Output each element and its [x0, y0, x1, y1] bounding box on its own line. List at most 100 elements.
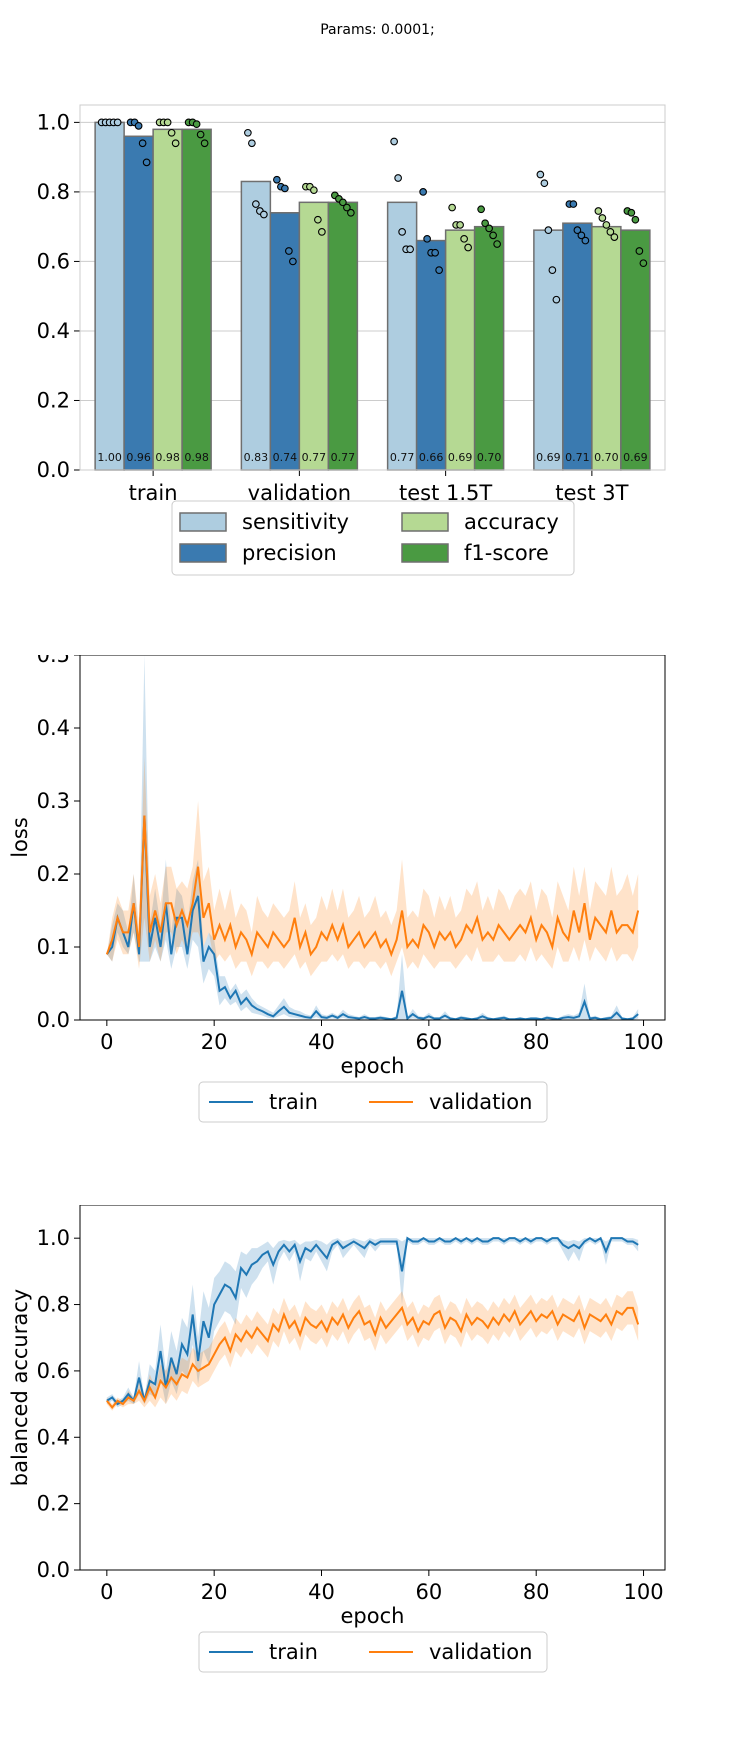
data-point — [581, 236, 590, 245]
plot-area — [106, 1236, 640, 1411]
data-point — [347, 208, 355, 217]
confidence-band-validation — [106, 757, 639, 977]
legend-label-precision: precision — [242, 541, 337, 565]
x-tick-label: 80 — [523, 1030, 550, 1054]
data-point — [281, 184, 289, 193]
data-point — [631, 215, 640, 224]
data-point — [394, 174, 402, 182]
data-point — [163, 118, 172, 127]
data-point — [406, 245, 414, 254]
bar-f1-score-test-3t — [620, 229, 651, 471]
data-point — [577, 231, 586, 240]
data-point — [481, 219, 489, 228]
y-tick-label: 0.4 — [37, 319, 70, 343]
bar-accuracy-test-1-5t — [444, 229, 476, 471]
x-tick-label: 60 — [415, 1030, 442, 1054]
data-point — [598, 214, 607, 222]
y-axis-label: loss — [8, 817, 32, 858]
y-tick-label: 1.0 — [37, 1226, 70, 1250]
bar-value-label: 0.69 — [536, 451, 561, 464]
y-tick-label: 0.2 — [37, 1492, 70, 1516]
data-point — [343, 203, 351, 212]
plot-frame — [79, 104, 666, 471]
data-point — [602, 221, 611, 229]
y-tick-label: 0.6 — [37, 1359, 70, 1383]
bar-accuracy-validation — [298, 201, 330, 471]
data-point — [456, 221, 464, 229]
data-point — [134, 122, 143, 130]
data-point — [544, 226, 553, 234]
data-point — [540, 179, 549, 188]
data-point — [285, 247, 293, 255]
legend-swatch-sensitivity — [179, 512, 227, 532]
bar-accuracy-test-3t — [591, 225, 622, 471]
data-point — [196, 130, 205, 139]
x-tick-label: 80 — [523, 1580, 550, 1604]
y-tick-label: 0.3 — [37, 789, 70, 813]
x-tick-label: 20 — [201, 1580, 228, 1604]
data-point — [431, 248, 439, 257]
bar-value-label: 0.77 — [302, 451, 327, 464]
bar-accuracy-train — [152, 128, 183, 471]
bar-value-label: 0.71 — [565, 451, 590, 464]
y-tick-label: 0.4 — [37, 1425, 70, 1449]
x-tick-label: 0 — [100, 1580, 113, 1604]
data-point — [244, 128, 252, 137]
legend-label-train: train — [269, 1640, 318, 1664]
data-point — [398, 228, 406, 236]
bar-value-label: 0.98 — [184, 451, 209, 464]
bar-f1-score-train — [181, 128, 212, 471]
bar-value-label: 0.69 — [448, 451, 473, 464]
y-tick-label: 0.4 — [37, 716, 70, 740]
data-point — [493, 240, 501, 248]
data-point — [248, 139, 256, 148]
data-point — [594, 207, 603, 215]
bar-sensitivity-test-3t — [533, 229, 564, 471]
bar-value-label: 0.77 — [331, 451, 356, 464]
legend-swatch-f1-score — [401, 543, 449, 563]
data-point — [200, 139, 209, 148]
x-tick-label: 100 — [623, 1030, 663, 1054]
data-point — [460, 234, 468, 243]
x-tick-label: 40 — [308, 1580, 335, 1604]
balanced-accuracy-line-chart: 0.0 0.2 0.4 0.6 0.8 1.0 0 20 40 60 80 100 epoch balan… — [8, 1205, 666, 1673]
y-tick-label: 0.2 — [37, 388, 70, 412]
y-tick-label: 0.8 — [37, 1293, 70, 1317]
data-point — [310, 186, 318, 195]
data-point — [536, 170, 545, 179]
data-point — [464, 243, 472, 252]
series-line-train — [106, 815, 639, 1020]
bar-precision-validation — [269, 212, 301, 471]
y-tick-label: 0.1 — [37, 935, 70, 959]
legend-label-train: train — [269, 1090, 318, 1114]
bar-value-label: 0.74 — [273, 451, 298, 464]
bar-sensitivity-train — [94, 121, 125, 471]
bar-value-label: 0.77 — [390, 451, 415, 464]
figure-suptitle: Params: 0.0001; — [320, 22, 435, 38]
y-tick-label: 0.0 — [37, 458, 70, 482]
data-point — [477, 205, 485, 214]
data-point — [289, 257, 297, 266]
data-point — [167, 128, 176, 137]
data-point — [423, 234, 431, 243]
bar-f1-score-validation — [327, 201, 359, 471]
legend-box — [171, 500, 575, 576]
data-point — [627, 208, 636, 217]
bar-precision-train — [123, 135, 154, 471]
bar-value-label: 0.98 — [155, 451, 180, 464]
bar-f1-score-test-1-5t — [473, 225, 505, 471]
data-point — [318, 228, 326, 236]
bar-value-label: 0.66 — [419, 451, 444, 464]
x-tick-label: 40 — [308, 1030, 335, 1054]
legend-label-accuracy: accuracy — [464, 510, 559, 534]
data-point — [314, 215, 322, 224]
data-point — [569, 200, 578, 208]
data-point — [260, 210, 268, 219]
data-point — [435, 266, 443, 274]
y-tick-label: 0.2 — [37, 862, 70, 886]
data-point — [610, 233, 619, 241]
bar-value-label: 0.83 — [244, 451, 269, 464]
series-line-validation — [106, 1305, 640, 1409]
data-point — [635, 247, 644, 255]
legend-label-validation: validation — [429, 1090, 532, 1114]
